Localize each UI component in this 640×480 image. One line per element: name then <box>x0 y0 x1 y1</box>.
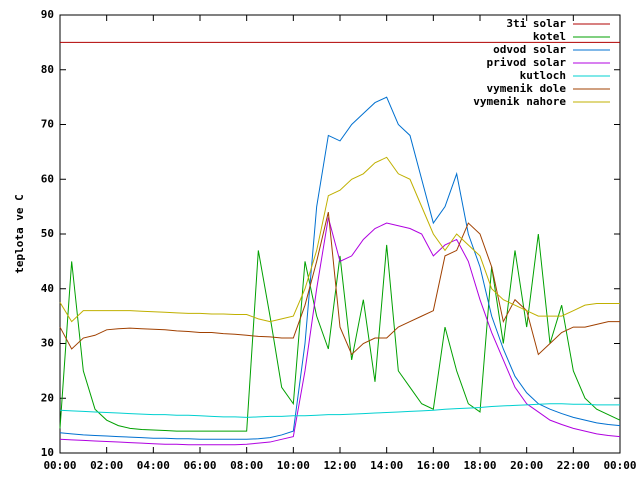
series-line <box>59 217 621 446</box>
legend-label: vymenik nahore <box>473 95 566 108</box>
x-tick-label: 16:00 <box>417 459 450 472</box>
x-tick-label: 18:00 <box>463 459 496 472</box>
series-line <box>59 233 621 432</box>
series-line <box>59 211 620 356</box>
y-tick-label: 10 <box>41 446 54 459</box>
legend-label: kutloch <box>520 69 566 82</box>
x-tick-label: 20:00 <box>510 459 543 472</box>
series-line <box>59 96 621 440</box>
legend-label: odvod solar <box>493 43 566 56</box>
plot-frame <box>59 14 621 454</box>
x-tick-label: 12:00 <box>323 459 356 472</box>
x-tick-label: 02:00 <box>90 459 123 472</box>
y-tick-label: 70 <box>41 118 54 131</box>
legend-label: 3ti solar <box>506 17 566 30</box>
y-tick-label: 20 <box>41 391 54 404</box>
x-tick-label: 10:00 <box>277 459 310 472</box>
series-line <box>59 156 620 323</box>
y-tick-label: 80 <box>41 63 54 76</box>
y-tick-label: 50 <box>41 227 54 240</box>
x-tick-label: 00:00 <box>603 459 636 472</box>
x-tick-label: 22:00 <box>557 459 590 472</box>
legend-label: privod solar <box>487 56 567 69</box>
y-tick-label: 60 <box>41 172 54 185</box>
x-tick-label: 04:00 <box>137 459 170 472</box>
legend-label: vymenik dole <box>487 82 567 95</box>
y-tick-label: 90 <box>41 8 54 21</box>
y-tick-label: 40 <box>41 282 54 295</box>
x-tick-label: 14:00 <box>370 459 403 472</box>
x-tick-label: 06:00 <box>183 459 216 472</box>
x-tick-label: 00:00 <box>43 459 76 472</box>
series-line <box>59 403 620 418</box>
legend-label: kotel <box>533 30 566 43</box>
y-tick-label: 30 <box>41 337 54 350</box>
x-tick-label: 08:00 <box>230 459 263 472</box>
y-axis-label: teplota ve C <box>13 194 26 273</box>
